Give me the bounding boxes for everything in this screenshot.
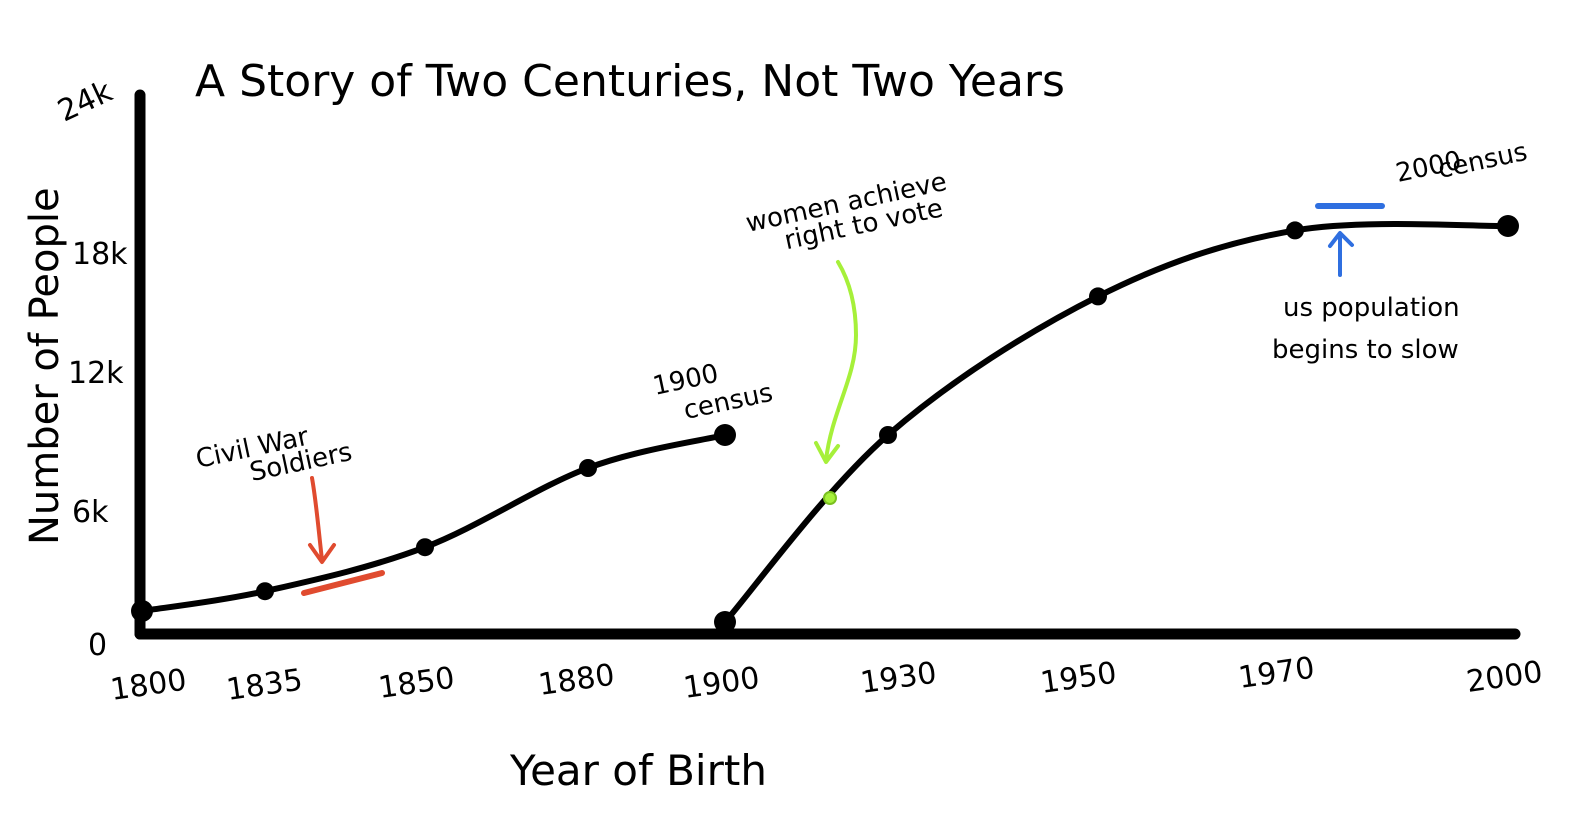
annotation-1900-census: 1900 census	[650, 359, 775, 426]
series-1-point-1880	[579, 459, 597, 477]
y-tick-18k: 18k	[72, 237, 128, 272]
y-tick-24k: 24k	[53, 74, 119, 129]
annotation-civil-war: Civil War Soldiers	[193, 422, 354, 488]
x-tick-1900: 1900	[681, 661, 761, 706]
y-axis-label: Number of People	[22, 187, 68, 545]
y-tick-6k: 6k	[72, 495, 109, 530]
civil-war-arrowhead	[308, 543, 336, 564]
y-tick-12k: 12k	[68, 356, 124, 391]
women-vote-arrowhead	[814, 441, 840, 464]
chart-title: A Story of Two Centuries, Not Two Years	[195, 56, 1065, 107]
series-1-point-1900	[714, 424, 736, 446]
x-tick-1800: 1800	[108, 663, 188, 708]
annotation-2000-line2: census	[1435, 137, 1530, 185]
series-1-point-1850	[416, 538, 434, 557]
series-1-point-1835	[256, 582, 274, 601]
annotation-population-line2: begins to slow	[1272, 335, 1459, 365]
series-2-point-1930	[879, 426, 897, 444]
y-tick-0: 0	[88, 628, 107, 663]
annotation-population-line1: us population	[1283, 293, 1460, 323]
annotation-2000-census: 2000 census	[1393, 137, 1530, 189]
x-tick-1970: 1970	[1236, 651, 1316, 696]
x-tick-1880: 1880	[536, 658, 616, 703]
annotation-women-vote: women achieve right to vote	[743, 167, 949, 256]
x-tick-2000: 2000	[1464, 655, 1544, 700]
series-2-point-1900	[714, 611, 736, 633]
women-vote-arrow	[824, 260, 859, 462]
series-2-line	[722, 220, 1511, 625]
x-tick-1950: 1950	[1038, 656, 1118, 701]
women-vote-marker	[823, 491, 837, 505]
x-tick-1930: 1930	[858, 656, 938, 701]
civil-war-arrow	[310, 476, 324, 562]
population-slow-arrowhead	[1328, 231, 1354, 248]
series-2-point-1950	[1089, 287, 1107, 306]
x-axis-label: Year of Birth	[509, 746, 767, 795]
x-tick-1850: 1850	[376, 661, 456, 706]
series-2-point-1970	[1286, 221, 1304, 240]
series-1-point-1800	[131, 600, 153, 622]
civil-war-highlight	[301, 570, 385, 596]
x-tick-1835: 1835	[224, 663, 304, 708]
series-layer	[131, 215, 1519, 633]
series-2-point-2000	[1497, 215, 1519, 237]
